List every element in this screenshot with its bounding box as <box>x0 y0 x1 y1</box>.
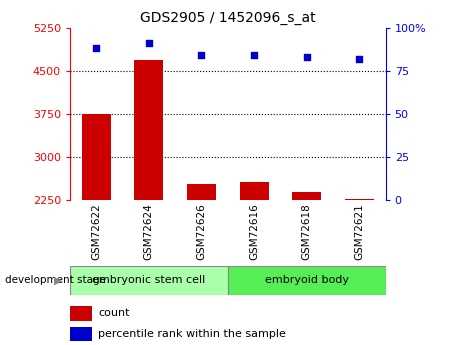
Text: embryonic stem cell: embryonic stem cell <box>92 275 206 285</box>
Bar <box>70 306 92 321</box>
Bar <box>70 327 92 341</box>
Point <box>145 40 152 46</box>
Point <box>356 56 363 61</box>
Bar <box>239 182 268 200</box>
Text: percentile rank within the sample: percentile rank within the sample <box>98 329 286 339</box>
Point <box>92 46 100 51</box>
Bar <box>82 114 110 200</box>
Text: GSM72626: GSM72626 <box>197 203 207 260</box>
Point <box>303 54 310 60</box>
Text: count: count <box>98 308 130 318</box>
Text: embryoid body: embryoid body <box>265 275 349 285</box>
Bar <box>228 266 386 295</box>
Bar <box>345 199 374 200</box>
Text: GSM72616: GSM72616 <box>249 203 259 260</box>
Title: GDS2905 / 1452096_s_at: GDS2905 / 1452096_s_at <box>140 11 316 25</box>
Bar <box>70 266 228 295</box>
Bar <box>134 60 163 200</box>
Text: GSM72624: GSM72624 <box>144 203 154 260</box>
Text: GSM72622: GSM72622 <box>91 203 101 260</box>
Point <box>250 52 258 58</box>
Bar <box>292 192 321 200</box>
Point <box>198 52 205 58</box>
Bar <box>187 184 216 200</box>
Text: development stage: development stage <box>5 275 106 285</box>
Text: GSM72621: GSM72621 <box>354 203 364 260</box>
Text: GSM72618: GSM72618 <box>302 203 312 260</box>
Text: ▶: ▶ <box>55 275 63 285</box>
